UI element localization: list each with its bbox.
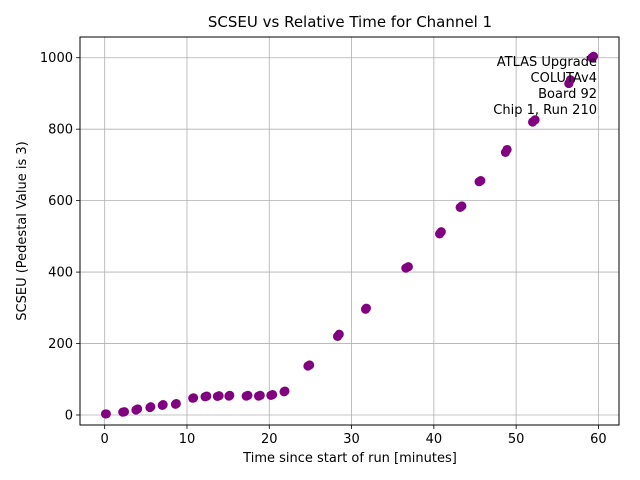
x-tick-label: 50 — [508, 432, 525, 447]
data-point — [202, 391, 212, 401]
data-point — [133, 404, 143, 414]
data-point — [225, 390, 235, 400]
data-point — [530, 115, 540, 125]
x-axis-ticks: 0 10 20 30 40 50 60 — [101, 425, 607, 447]
data-point — [304, 360, 315, 370]
data-point — [436, 227, 446, 237]
data-point — [280, 386, 290, 396]
data-point — [502, 144, 512, 155]
data-points — [100, 51, 599, 419]
data-point — [565, 75, 576, 85]
annotation-line: COLUTAv4 — [531, 71, 597, 86]
data-point — [255, 390, 265, 400]
y-axis-label: SCSEU (Pedestal Value is 3) — [15, 141, 30, 320]
y-tick-label: 600 — [48, 194, 73, 209]
chart-title: SCSEU vs Relative Time for Channel 1 — [208, 13, 492, 31]
data-point — [101, 409, 111, 419]
data-point — [188, 393, 199, 403]
x-tick-label: 10 — [179, 432, 196, 447]
data-point — [588, 51, 599, 61]
data-point — [158, 400, 168, 410]
annotation-line: ATLAS Upgrade — [497, 55, 597, 70]
annotation-line: Board 92 — [538, 87, 597, 102]
x-tick-label: 40 — [426, 432, 443, 447]
data-point — [267, 390, 278, 400]
x-tick-label: 30 — [343, 432, 360, 447]
grid-lines — [80, 37, 619, 425]
annotation-line: Chip 1, Run 210 — [493, 103, 597, 118]
data-point — [214, 391, 224, 401]
y-tick-label: 1000 — [40, 51, 73, 66]
data-point — [476, 176, 486, 186]
data-point — [119, 407, 130, 417]
y-tick-label: 400 — [48, 266, 73, 281]
data-point — [243, 390, 253, 400]
plot-frame — [79, 36, 620, 426]
data-point — [171, 398, 181, 409]
data-point — [361, 303, 371, 313]
x-axis-label: Time since start of run [minutes] — [242, 451, 457, 466]
y-tick-label: 800 — [48, 123, 73, 138]
y-tick-label: 200 — [48, 337, 73, 352]
data-point — [334, 329, 344, 339]
y-axis-ticks: 0 200 400 600 800 1000 — [40, 51, 80, 423]
data-point — [457, 201, 467, 211]
x-tick-label: 60 — [590, 432, 607, 447]
data-point — [146, 402, 156, 412]
x-tick-label: 20 — [261, 432, 278, 447]
x-tick-label: 0 — [101, 432, 109, 447]
data-point — [403, 262, 413, 272]
y-tick-label: 0 — [65, 408, 73, 423]
